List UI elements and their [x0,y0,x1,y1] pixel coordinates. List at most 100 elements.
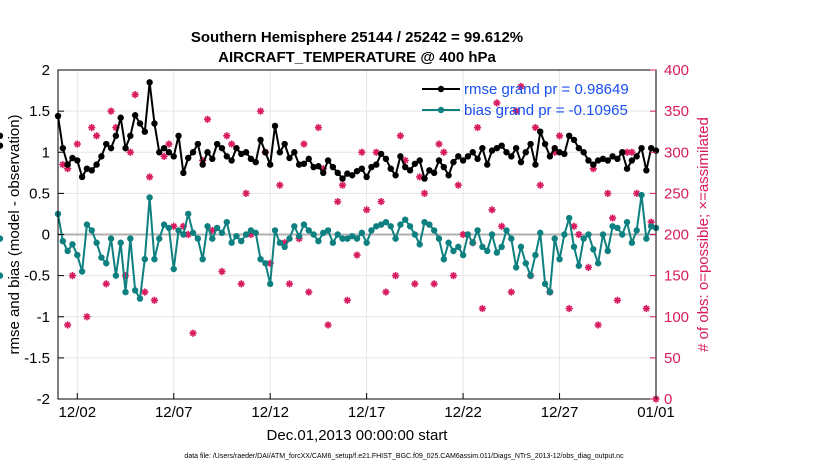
bias-point [348,232,356,240]
rmse-point [185,154,192,162]
obs-point [88,123,96,132]
bias-point [136,295,144,302]
obs-point [449,272,458,280]
bias-point [435,235,443,242]
bias-point [276,239,284,246]
obs-point [454,181,462,189]
rmse-point [320,169,327,177]
bias-point [464,231,472,238]
bias-point [604,247,611,255]
rmse-point [565,132,573,139]
rmse-point [469,149,476,156]
y2-tick-label: 300 [664,144,689,161]
bias-line [57,194,657,302]
rmse-point [0,132,4,139]
rmse-point [619,149,626,156]
bias-point [247,227,255,234]
rmse-point [223,153,230,160]
axes: 12/02 12/07 12/12 12/17 12/22 12/27 01/01 -2 -1.… [24,62,689,421]
rmse-point [377,150,385,158]
obs-series [59,82,660,403]
bias-point [93,239,100,246]
rmse-point [93,161,100,168]
rmse-point [305,155,312,163]
bias-point [647,223,655,230]
bias-point [638,191,645,199]
bias-point [271,227,279,234]
bias-point [614,224,621,232]
obs-point [343,296,351,304]
y-tick-label: 1.5 [29,103,50,120]
bias-point [146,194,153,201]
obs-point [218,267,226,276]
obs-point [242,189,250,197]
rmse-point [445,172,452,179]
obs-point [584,263,593,271]
rmse-point [117,114,124,121]
obs-point [555,132,564,140]
rmse-point [238,150,245,158]
bias-point [392,235,399,242]
obs-point [334,198,342,206]
bias-point [411,231,419,238]
bias-point [98,254,105,261]
bias-point [0,272,4,279]
rmse-point [585,157,592,164]
y2-tick-label: 200 [664,227,689,244]
rmse-point [233,144,240,152]
rmse-point [503,149,510,156]
rmse-point [170,153,177,160]
rmse-point [435,157,443,164]
bias-point [445,239,452,246]
bias-point [156,235,163,242]
obs-point [203,115,212,123]
legend-marker [437,85,445,93]
bias-point [151,255,158,263]
rmse-point [194,140,202,148]
rmse-point [156,149,163,156]
rmse-point [286,154,293,162]
bias-point [175,227,182,234]
bias-point [141,255,149,263]
y-tick-label: 0 [42,227,50,244]
rmse-point [455,153,462,160]
chart-subtitle: AIRCRAFT_TEMPERATURE @ 400 hPa [218,49,496,66]
rmse-point [392,172,399,179]
obs-point [73,140,81,148]
legend: rmse grand pr = 0.98649 bias grand pr = -… [422,81,629,119]
x-axis-label: Dec.01,2013 00:00:00 start [267,427,449,444]
bias-point [127,235,134,242]
bias-point [479,243,486,251]
bias-point [131,287,139,294]
bias-point [619,231,626,238]
rmse-point [242,149,250,156]
bias-point [74,251,81,259]
obs-point [382,288,390,296]
bias-point [503,227,510,234]
obs-point [338,181,347,189]
bias-point [541,280,549,288]
y-tick-label: -1 [37,309,50,326]
bias-point [570,243,578,251]
bias-point [527,272,534,279]
bias-point [488,231,496,238]
rmse-point [623,165,631,172]
rmse-point [493,144,501,152]
obs-point [92,132,101,140]
bias-point [402,216,409,223]
bias-point [315,237,322,245]
bias-point [406,223,414,230]
rmse-point [575,144,583,152]
bias-point [551,235,558,242]
rmse-point [348,172,356,179]
y-tick-label: 0.5 [29,185,50,202]
rmse-point [107,144,115,152]
rmse-point [103,140,110,148]
bias-point [209,235,216,242]
rmse-point [440,163,448,171]
rmse-point [339,175,346,182]
obs-point [237,280,245,288]
rmse-point [209,155,216,163]
bias-point [185,210,192,218]
rmse-point [411,160,419,167]
